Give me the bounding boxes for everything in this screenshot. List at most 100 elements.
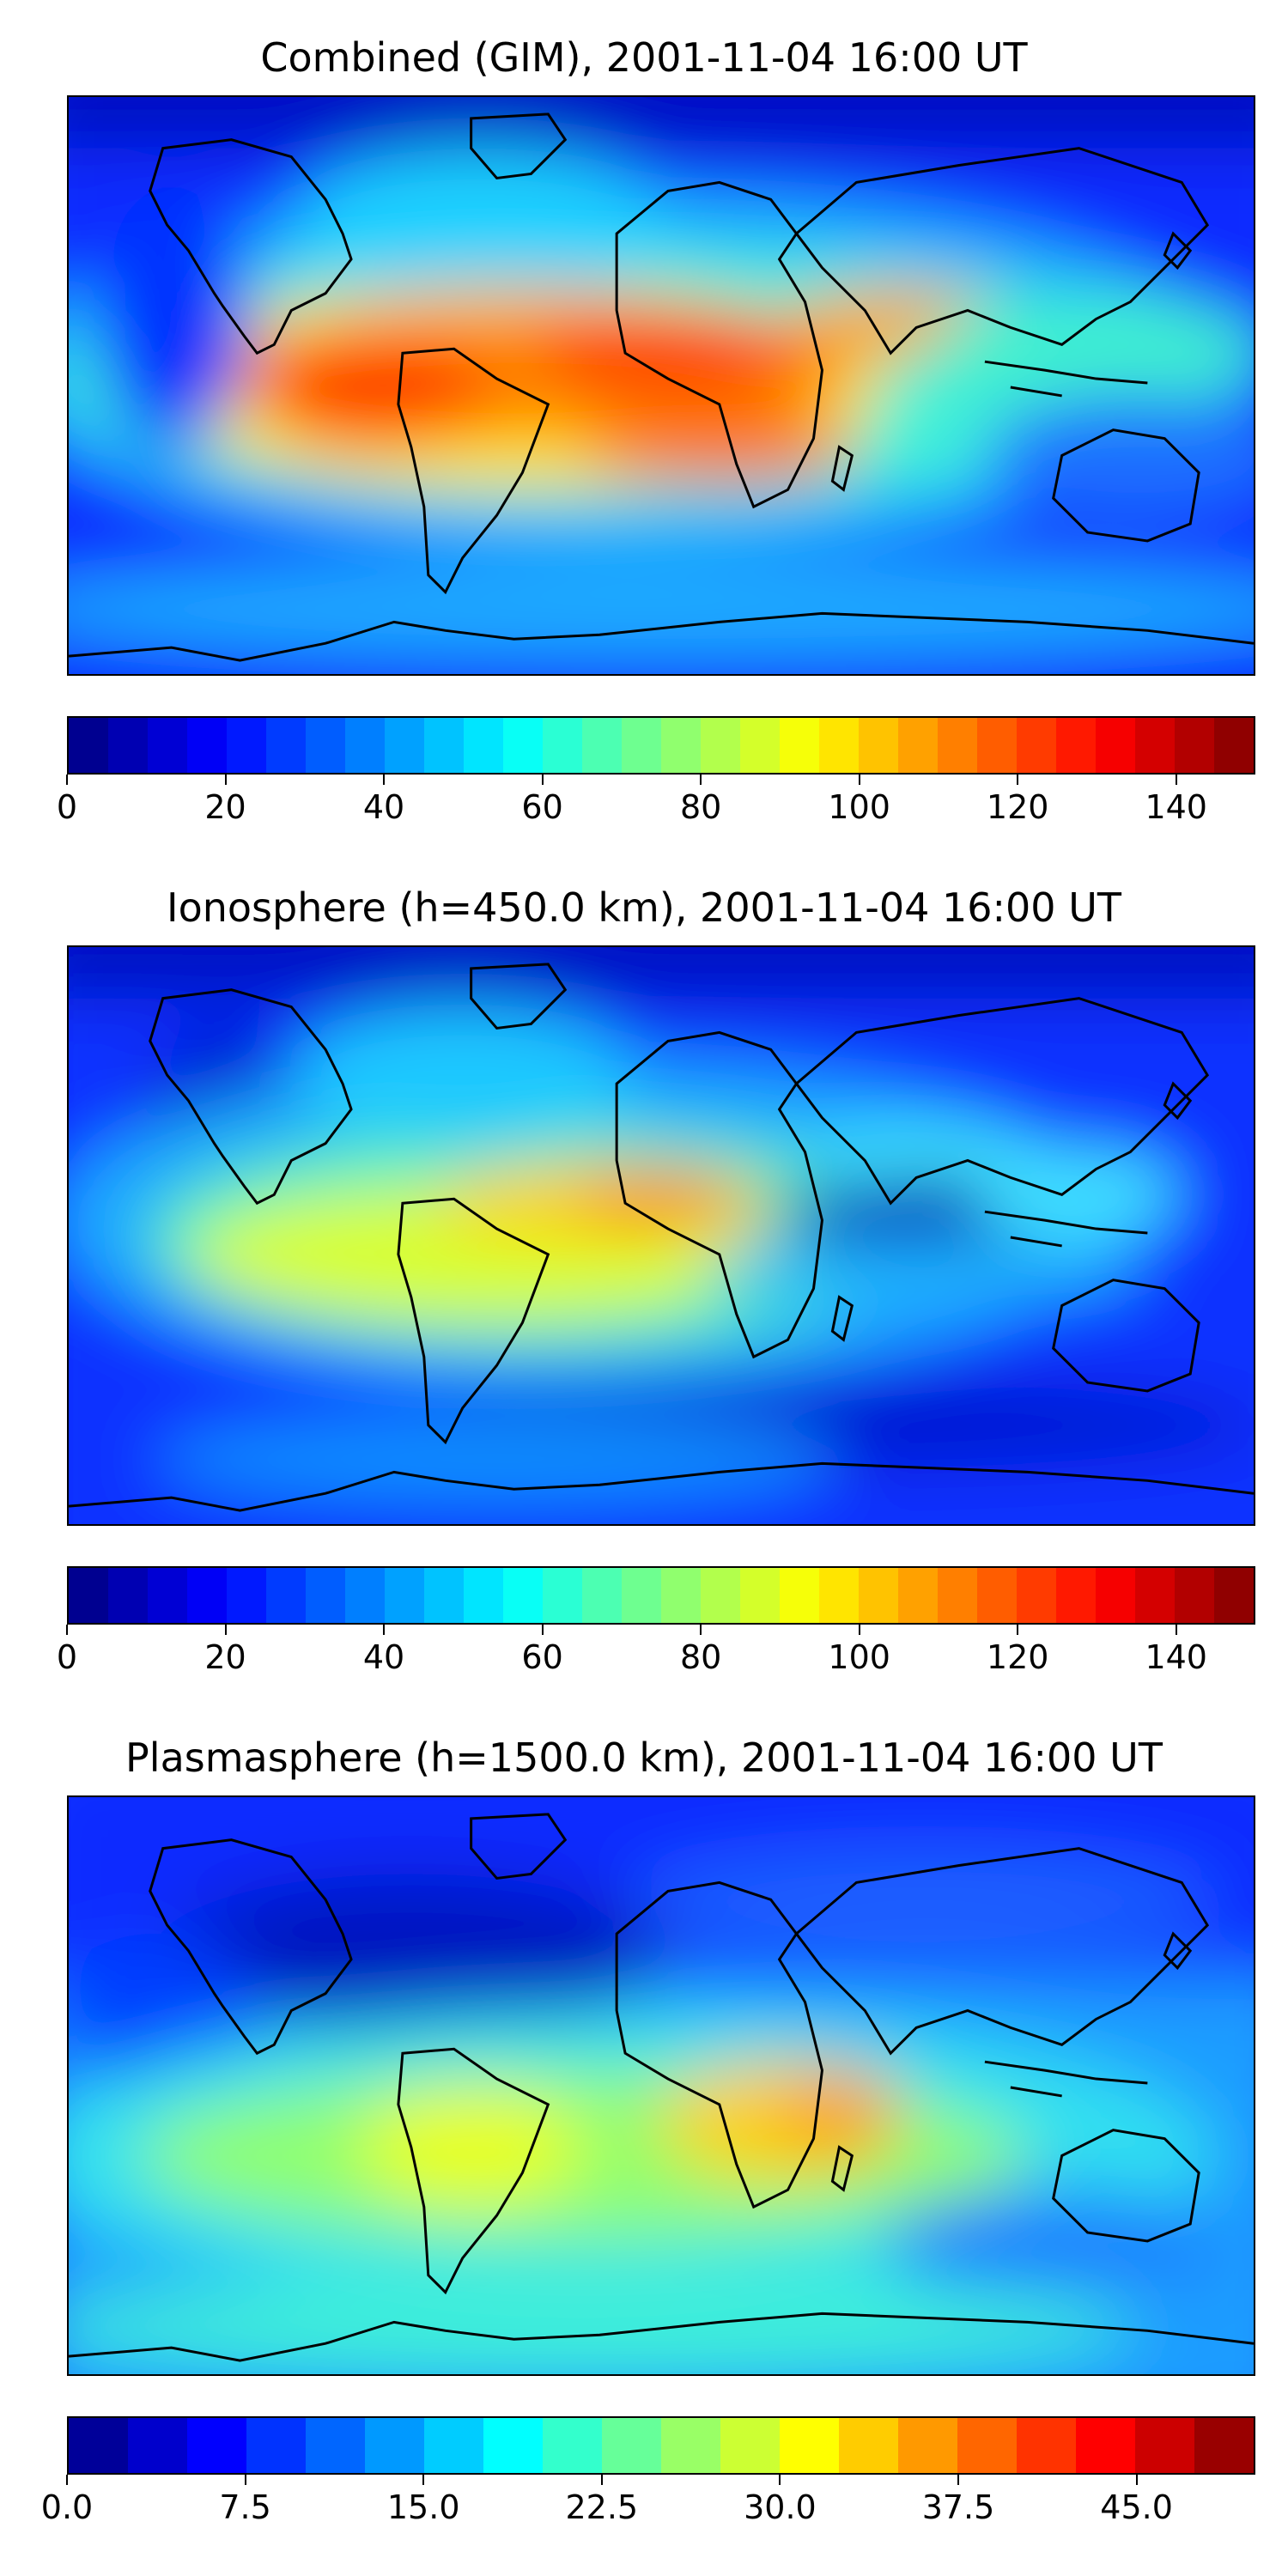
map-plot [67, 95, 1255, 676]
colorbar-segment [780, 718, 820, 773]
colorbar-tick [858, 1625, 860, 1635]
colorbar-tick [224, 1625, 227, 1635]
colorbar-tick-label: 140 [1145, 788, 1207, 826]
colorbar-segment [344, 1568, 386, 1623]
colorbar-segment [780, 2418, 840, 2473]
tec-field [69, 97, 1254, 674]
colorbar-segment [898, 718, 939, 773]
colorbar-tick [541, 775, 544, 785]
colorbar-segment [977, 1568, 1018, 1623]
colorbar-segment [1055, 1568, 1097, 1623]
colorbar-tick-label: 40 [362, 1638, 405, 1676]
map-plot [67, 945, 1255, 1526]
colorbar-segment [622, 1568, 662, 1623]
colorbar-segment [937, 718, 978, 773]
colorbar-tick-label: 120 [986, 1638, 1049, 1676]
colorbar-tick-label: 7.5 [219, 2488, 271, 2526]
colorbar-tick [383, 1625, 386, 1635]
colorbar-segment [1017, 2418, 1077, 2473]
colorbar-segment [543, 2418, 603, 2473]
tec-field [69, 947, 1254, 1524]
colorbar-tick [600, 2475, 603, 2485]
colorbar-segment [463, 1568, 504, 1623]
colorbar-segment [69, 1568, 109, 1623]
colorbar-tick [779, 2475, 781, 2485]
colorbar-tick-label: 15.0 [386, 2488, 460, 2526]
colorbar-segment [266, 718, 307, 773]
colorbar-segment [187, 2418, 247, 2473]
colorbar-segment [503, 1568, 544, 1623]
colorbar-segment [483, 2418, 544, 2473]
colorbar-segment [780, 1568, 820, 1623]
colorbar-segment [226, 718, 267, 773]
colorbar-tick-label: 60 [521, 1638, 563, 1676]
colorbar-tick-label: 20 [204, 788, 246, 826]
map-plot [67, 1795, 1255, 2376]
colorbar-segment [385, 1568, 425, 1623]
colorbar-segment [365, 2418, 425, 2473]
colorbar-segment [424, 718, 465, 773]
colorbar-segment [700, 1568, 741, 1623]
colorbar-segment [720, 2418, 781, 2473]
colorbar-tick-label: 100 [828, 788, 890, 826]
colorbar-segment [1174, 718, 1215, 773]
colorbar-tick-label: 30.0 [744, 2488, 817, 2526]
colorbar-segment [69, 718, 109, 773]
colorbar-tick-label: 0 [56, 788, 78, 826]
colorbar-tick-label: 120 [986, 788, 1049, 826]
chart-title: Ionosphere (h=450.0 km), 2001-11-04 16:0… [167, 884, 1121, 931]
colorbar-tick [1175, 775, 1177, 785]
colorbar-tick [383, 775, 386, 785]
colorbar-tick [1017, 775, 1019, 785]
colorbar-segment [818, 1568, 860, 1623]
colorbar-tick [1017, 1625, 1019, 1635]
colorbar-segment [463, 718, 504, 773]
colorbar-tick [244, 2475, 246, 2485]
coastlines [69, 1813, 1254, 2362]
chart-title: Combined (GIM), 2001-11-04 16:00 UT [260, 34, 1028, 81]
colorbar-segment [226, 1568, 267, 1623]
colorbar-tick [66, 2475, 68, 2485]
colorbar-segment [543, 1568, 583, 1623]
colorbar-tick-label: 40 [362, 788, 405, 826]
colorbar-axis: 0 20 40 60 80 100 120 140 [57, 775, 1255, 826]
colorbar-segment [187, 718, 228, 773]
colorbar-tick-label: 22.5 [565, 2488, 639, 2526]
colorbar-segment [69, 2418, 129, 2473]
coastlines [69, 112, 1254, 662]
colorbar-segment [1214, 718, 1254, 773]
colorbar-axis: 0.0 7.5 15.0 22.5 30.0 37.5 45.0 [41, 2475, 1255, 2526]
colorbar-tick-label: 80 [679, 1638, 722, 1676]
chart-title: Plasmasphere (h=1500.0 km), 2001-11-04 1… [125, 1735, 1163, 1781]
colorbar-segment [957, 2418, 1018, 2473]
colorbar-tick-label: 80 [679, 788, 722, 826]
colorbar-segment [1076, 2418, 1136, 2473]
colorbar-segment [740, 1568, 781, 1623]
colorbar-segment [977, 718, 1018, 773]
colorbar-segment [1135, 1568, 1176, 1623]
colorbar-tick-label: 0.0 [40, 2488, 94, 2526]
colorbar-tick-label: 45.0 [1100, 2488, 1173, 2526]
colorbar-segment [306, 1568, 346, 1623]
colorbar-segment [543, 718, 583, 773]
colorbar-tick [1175, 1625, 1177, 1635]
colorbar-segment [581, 1568, 623, 1623]
colorbar-segment [1174, 1568, 1215, 1623]
colorbar-axis: 0 20 40 60 80 100 120 140 [57, 1625, 1255, 1676]
colorbar-segment [1214, 1568, 1254, 1623]
colorbar-segment [1135, 718, 1176, 773]
colorbar-tick-label: 37.5 [921, 2488, 995, 2526]
colorbar-tick [858, 775, 860, 785]
colorbar-tick [66, 775, 68, 785]
colorbar-tick [957, 2475, 959, 2485]
colorbar-segment [266, 1568, 307, 1623]
colorbar-segment [128, 2418, 188, 2473]
colorbar-tick-label: 140 [1145, 1638, 1207, 1676]
colorbar-tick [422, 2475, 425, 2485]
colorbar-segment [246, 2418, 307, 2473]
colorbar-tick-label: 100 [828, 1638, 890, 1676]
colorbar-tick [700, 1625, 702, 1635]
colorbar-segment [306, 2418, 366, 2473]
colorbar-segment [148, 1568, 188, 1623]
colorbar-segment [622, 718, 662, 773]
